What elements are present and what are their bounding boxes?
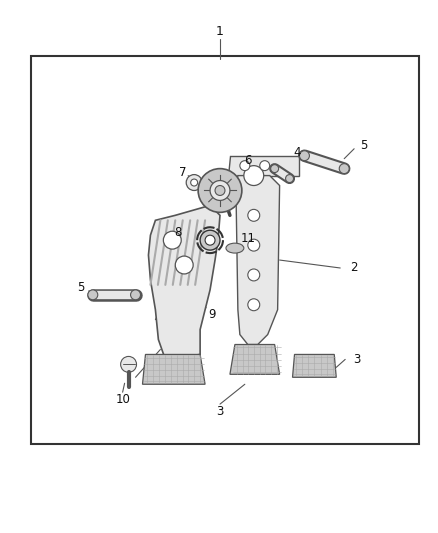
Circle shape [186, 175, 202, 190]
Circle shape [244, 166, 264, 185]
Circle shape [240, 160, 250, 171]
Circle shape [210, 181, 230, 200]
Polygon shape [142, 354, 205, 384]
Circle shape [248, 239, 260, 251]
Circle shape [205, 235, 215, 245]
Polygon shape [236, 175, 279, 344]
Circle shape [200, 230, 220, 250]
Circle shape [198, 168, 242, 212]
Polygon shape [293, 354, 336, 377]
Circle shape [131, 290, 141, 300]
Ellipse shape [226, 243, 244, 253]
Circle shape [175, 256, 193, 274]
Text: 11: 11 [240, 232, 255, 245]
Circle shape [271, 165, 279, 173]
Circle shape [120, 357, 137, 373]
Text: 1: 1 [216, 25, 224, 38]
Text: 8: 8 [175, 225, 182, 239]
Text: 5: 5 [77, 281, 85, 294]
Text: 4: 4 [294, 146, 301, 159]
Circle shape [248, 269, 260, 281]
Circle shape [248, 299, 260, 311]
Text: 9: 9 [208, 308, 216, 321]
Circle shape [248, 209, 260, 221]
Bar [31, 56, 419, 444]
Circle shape [286, 175, 293, 182]
Circle shape [88, 290, 98, 300]
Text: 10: 10 [115, 393, 130, 406]
Text: 6: 6 [244, 154, 251, 167]
Text: 3: 3 [216, 405, 224, 417]
Circle shape [300, 151, 309, 160]
Text: 2: 2 [350, 262, 358, 274]
Circle shape [339, 164, 349, 174]
Circle shape [260, 160, 270, 171]
Circle shape [215, 185, 225, 196]
Text: 3: 3 [353, 353, 361, 366]
Polygon shape [148, 205, 220, 359]
Polygon shape [230, 344, 279, 374]
Circle shape [191, 179, 198, 186]
Text: 5: 5 [360, 139, 368, 152]
Text: 7: 7 [180, 166, 187, 179]
Polygon shape [228, 156, 300, 175]
Circle shape [163, 231, 181, 249]
